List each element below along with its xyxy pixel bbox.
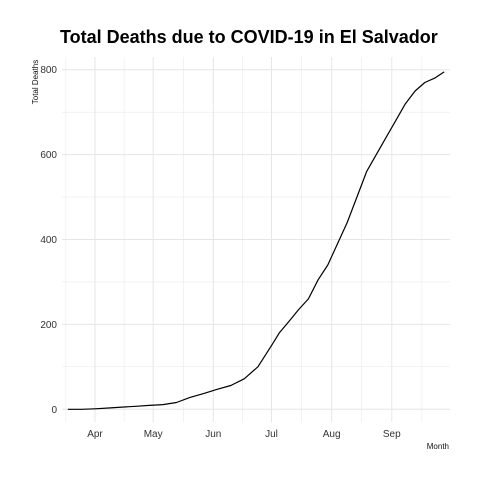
y-tick-label: 400 bbox=[40, 235, 57, 246]
y-tick-label: 0 bbox=[51, 405, 57, 416]
chart-title: Total Deaths due to COVID-19 in El Salva… bbox=[60, 27, 438, 47]
y-axis-label: Total Deaths bbox=[31, 60, 40, 104]
x-tick-label: Apr bbox=[87, 429, 103, 440]
x-tick-label: Jul bbox=[265, 429, 278, 440]
series-line bbox=[67, 71, 445, 410]
grid bbox=[62, 57, 450, 422]
y-tick-labels: 0 200 400 600 800 bbox=[40, 65, 57, 416]
y-tick-label: 200 bbox=[40, 320, 57, 331]
x-tick-label: Sep bbox=[383, 429, 401, 440]
x-tick-label: Jun bbox=[205, 429, 221, 440]
y-tick-label: 800 bbox=[40, 65, 57, 76]
x-tick-labels: Apr May Jun Jul Aug Sep bbox=[87, 429, 401, 440]
y-tick-label: 600 bbox=[40, 150, 57, 161]
x-tick-label: Aug bbox=[323, 429, 341, 440]
x-tick-label: May bbox=[144, 429, 163, 440]
x-axis-label: Month bbox=[427, 442, 449, 451]
